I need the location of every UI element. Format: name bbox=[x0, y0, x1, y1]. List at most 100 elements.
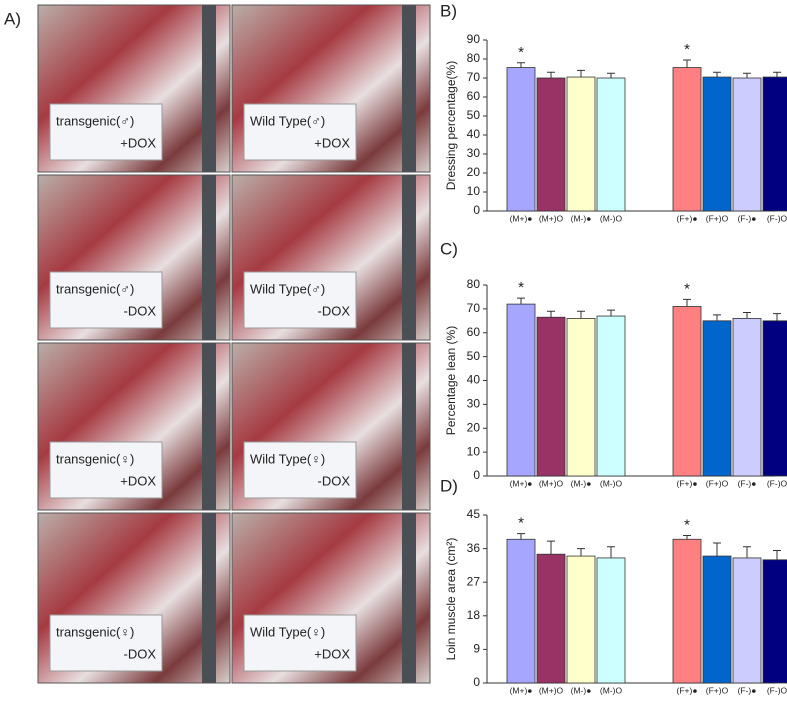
panel-label: C) bbox=[440, 239, 458, 258]
x-tick-label: (M+)O bbox=[539, 685, 564, 695]
bar bbox=[596, 77, 626, 212]
x-tick-label: (M+)● bbox=[510, 478, 533, 488]
label-card bbox=[243, 103, 357, 161]
photo-label: -DOX bbox=[318, 473, 351, 488]
bar bbox=[566, 555, 596, 684]
photo: transgenic(♀) -DOX bbox=[37, 512, 231, 684]
y-tick-label: 27 bbox=[467, 574, 481, 588]
photo: transgenic(♀) +DOX bbox=[37, 342, 231, 511]
chart: C) Percentage lean (%) 0 10 20 30 40 50 60 70 80 (M… bbox=[440, 239, 787, 488]
y-tick-label: 60 bbox=[467, 89, 481, 103]
x-tick-label: (M-)● bbox=[571, 213, 592, 223]
error-bar bbox=[547, 540, 555, 555]
photo-label: Wild Type(♀) bbox=[250, 624, 325, 639]
photo-label: Wild Type(♂) bbox=[250, 281, 325, 296]
x-tick-label: (F+)● bbox=[677, 213, 698, 223]
y-tick-label: 40 bbox=[467, 373, 481, 387]
bar bbox=[566, 76, 596, 212]
x-tick-label: (F+)● bbox=[677, 685, 698, 695]
bar bbox=[672, 306, 702, 477]
bar bbox=[732, 77, 762, 212]
x-tick-label: (F-)● bbox=[738, 213, 757, 223]
bar bbox=[536, 553, 566, 684]
error-bar bbox=[517, 62, 525, 68]
error-bar bbox=[773, 549, 781, 560]
panel-label: D) bbox=[440, 476, 458, 495]
error-bar bbox=[577, 310, 585, 319]
annotation: * bbox=[684, 41, 690, 58]
bar bbox=[536, 316, 566, 477]
error-bar bbox=[683, 298, 691, 307]
y-tick-label: 45 bbox=[467, 507, 481, 521]
y-tick-label: 50 bbox=[467, 108, 481, 122]
x-tick-label: (M+)● bbox=[510, 213, 533, 223]
y-tick-label: 0 bbox=[473, 203, 480, 217]
ruler bbox=[202, 513, 216, 683]
label-card bbox=[49, 271, 163, 329]
y-axis-label: Loin muscle area (cm²) bbox=[444, 538, 458, 661]
y-tick-label: 70 bbox=[467, 70, 481, 84]
error-bar bbox=[607, 72, 615, 78]
annotation: * bbox=[518, 44, 524, 61]
label-card bbox=[49, 103, 163, 161]
x-tick-label: (F+)O bbox=[706, 478, 729, 488]
bar bbox=[732, 318, 762, 477]
annotation: * bbox=[518, 515, 524, 532]
photo-label: Wild Type(♀) bbox=[250, 451, 325, 466]
panel-label: A) bbox=[4, 9, 21, 28]
y-tick-label: 20 bbox=[467, 165, 481, 179]
photo-label: +DOX bbox=[314, 135, 350, 150]
bar bbox=[506, 303, 536, 477]
x-tick-label: (M-)O bbox=[600, 685, 623, 695]
y-tick-label: 0 bbox=[473, 675, 480, 689]
ruler bbox=[202, 343, 216, 510]
charts: B) Dressing percentage(%) 0 10 20 30 40 50 60 70 8… bbox=[440, 1, 787, 695]
bar bbox=[702, 320, 732, 477]
error-bar bbox=[743, 72, 751, 78]
x-tick-label: (F-)● bbox=[738, 478, 757, 488]
error-bar bbox=[577, 548, 585, 557]
y-tick-label: 20 bbox=[467, 420, 481, 434]
error-bar bbox=[577, 69, 585, 78]
error-bar bbox=[773, 313, 781, 321]
y-tick-label: 9 bbox=[473, 642, 480, 656]
y-tick-label: 18 bbox=[467, 608, 481, 622]
error-bar bbox=[743, 546, 751, 558]
label-card bbox=[49, 614, 163, 672]
photo: transgenic(♂) +DOX bbox=[37, 4, 231, 173]
error-bar bbox=[713, 71, 721, 78]
photo-label: transgenic(♂) bbox=[56, 281, 134, 296]
x-tick-label: (F-)O bbox=[767, 213, 787, 223]
ruler bbox=[202, 175, 216, 340]
photo-label: transgenic(♂) bbox=[56, 113, 134, 128]
label-card bbox=[243, 441, 357, 499]
ruler bbox=[402, 513, 416, 683]
y-tick-label: 36 bbox=[467, 541, 481, 555]
error-bar bbox=[607, 309, 615, 317]
ruler bbox=[402, 5, 416, 172]
error-bar bbox=[683, 59, 691, 68]
y-tick-label: 30 bbox=[467, 397, 481, 411]
y-tick-label: 10 bbox=[467, 444, 481, 458]
label-card bbox=[49, 441, 163, 499]
ruler bbox=[202, 5, 216, 172]
y-tick-label: 80 bbox=[467, 277, 481, 291]
x-tick-label: (F+)● bbox=[677, 478, 698, 488]
photo: Wild Type(♀) +DOX bbox=[231, 512, 431, 684]
photo-label: transgenic(♀) bbox=[56, 624, 134, 639]
x-tick-label: (M+)O bbox=[539, 478, 564, 488]
bar bbox=[702, 555, 732, 684]
x-tick-label: (F-)O bbox=[767, 478, 787, 488]
chart: D) Loin muscle area (cm²) 0 9 18 27 36 45 (M+)● (… bbox=[440, 476, 787, 695]
y-axis-label: Percentage lean (%) bbox=[444, 326, 458, 435]
photo-label: +DOX bbox=[120, 473, 156, 488]
y-tick-label: 0 bbox=[473, 468, 480, 482]
error-bar bbox=[713, 314, 721, 321]
annotation: * bbox=[518, 279, 524, 296]
error-bar bbox=[713, 542, 721, 557]
x-tick-label: (M-)● bbox=[571, 478, 592, 488]
y-tick-label: 70 bbox=[467, 301, 481, 315]
x-tick-label: (F-)O bbox=[767, 685, 787, 695]
error-bar bbox=[607, 546, 615, 558]
